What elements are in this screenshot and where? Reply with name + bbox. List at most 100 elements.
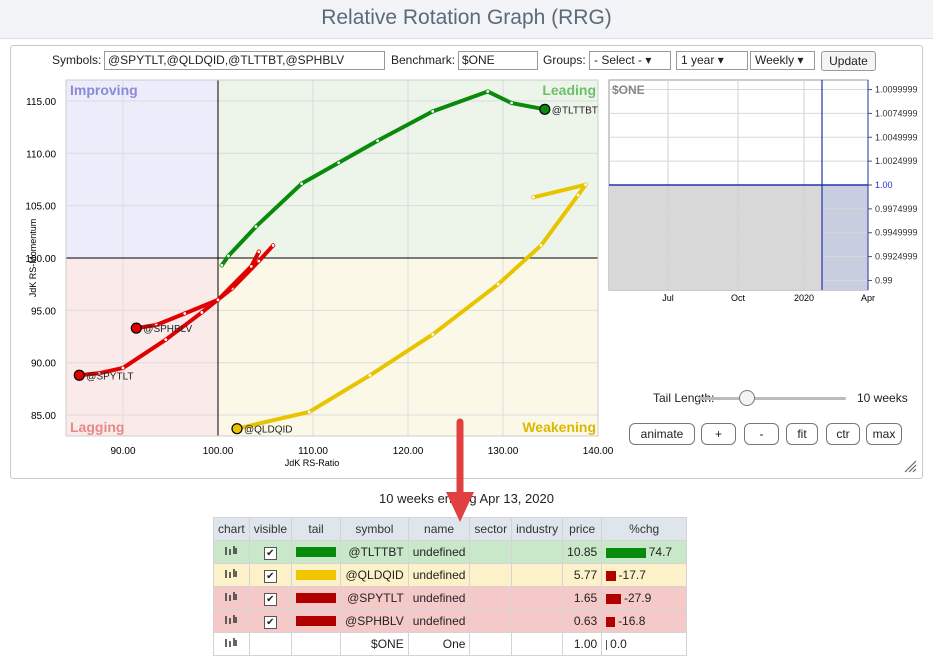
industry-cell xyxy=(512,633,563,656)
control-button[interactable]: + xyxy=(701,423,736,445)
tail-swatch[interactable] xyxy=(296,547,336,557)
tail-point xyxy=(183,312,187,316)
mini-x-label: Oct xyxy=(731,293,746,303)
tail-point xyxy=(249,265,253,269)
column-header[interactable]: chart xyxy=(214,518,250,541)
series-label: @TLTTBT xyxy=(552,105,598,116)
y-axis-title: JdK RS-Momentum xyxy=(28,219,38,298)
sector-cell xyxy=(470,587,512,610)
control-button[interactable]: animate xyxy=(629,423,695,445)
tail-point xyxy=(227,254,231,258)
tail-point xyxy=(220,264,224,268)
column-header[interactable]: symbol xyxy=(341,518,409,541)
tail-swatch[interactable] xyxy=(296,593,336,603)
tail-head[interactable] xyxy=(131,323,141,333)
control-button[interactable]: - xyxy=(744,423,779,445)
table-row: ✔@TLTTBTundefined10.8574.7 xyxy=(214,541,687,564)
mini-y-label: 0.9949999 xyxy=(875,228,918,238)
control-button[interactable]: fit xyxy=(786,423,818,445)
table-row: ✔@SPYTLTundefined1.65-27.9 xyxy=(214,587,687,610)
mini-y-label: 1.0049999 xyxy=(875,132,918,142)
x-tick-label: 100.00 xyxy=(203,446,234,457)
tail-cell xyxy=(292,564,341,587)
tail-point xyxy=(576,193,580,197)
chg-cell: -17.7 xyxy=(602,564,687,587)
visible-cell[interactable] xyxy=(249,633,291,656)
symbol-cell: @SPHBLV xyxy=(341,610,409,633)
chart-cell[interactable] xyxy=(214,633,250,656)
tail-point xyxy=(164,338,168,342)
tail-head[interactable] xyxy=(540,104,550,114)
column-header[interactable]: visible xyxy=(249,518,291,541)
mini-x-label: 2020 xyxy=(794,293,814,303)
quadrant-label: Weakening xyxy=(522,419,596,435)
industry-cell xyxy=(512,610,563,633)
checkbox[interactable]: ✔ xyxy=(264,616,277,629)
mini-y-label: 1.0099999 xyxy=(875,85,918,95)
rrg-chart: 90.00100.00110.00120.00130.00140.0085.00… xyxy=(0,0,933,480)
chg-cell: -16.8 xyxy=(602,610,687,633)
visible-cell[interactable]: ✔ xyxy=(249,541,291,564)
visible-cell[interactable]: ✔ xyxy=(249,610,291,633)
tail-cell xyxy=(292,633,341,656)
control-button[interactable]: max xyxy=(866,423,902,445)
chart-cell[interactable] xyxy=(214,610,250,633)
tail-head[interactable] xyxy=(74,370,84,380)
x-tick-label: 140.00 xyxy=(583,446,614,457)
mini-x-label: Apr xyxy=(861,293,875,303)
tail-slider-handle[interactable] xyxy=(739,390,755,406)
name-cell: undefined xyxy=(408,610,470,633)
y-tick-label: 85.00 xyxy=(31,411,56,422)
column-header[interactable]: %chg xyxy=(602,518,687,541)
resize-handle[interactable] xyxy=(903,459,917,473)
checkbox[interactable]: ✔ xyxy=(264,593,277,606)
column-header[interactable]: price xyxy=(563,518,602,541)
visible-cell[interactable]: ✔ xyxy=(249,564,291,587)
tail-point xyxy=(431,333,435,337)
mini-title: $ONE xyxy=(612,83,645,97)
mini-y-label: 0.9924999 xyxy=(875,252,918,262)
annotation-arrow xyxy=(440,418,480,528)
chg-bar xyxy=(606,571,615,581)
checkbox[interactable]: ✔ xyxy=(264,570,277,583)
tail-point xyxy=(539,244,543,248)
series-label: @SPYTLT xyxy=(86,371,133,382)
sector-cell xyxy=(470,564,512,587)
tail-swatch[interactable] xyxy=(296,570,336,580)
tail-point xyxy=(254,225,258,229)
tail-head[interactable] xyxy=(232,424,242,434)
chg-value: -16.8 xyxy=(618,614,645,628)
chg-bar xyxy=(606,548,646,558)
price-cell: 5.77 xyxy=(563,564,602,587)
chg-value: 0.0 xyxy=(610,637,627,651)
chart-cell[interactable] xyxy=(214,564,250,587)
y-tick-label: 105.00 xyxy=(25,202,56,213)
visible-cell[interactable]: ✔ xyxy=(249,587,291,610)
name-cell: One xyxy=(408,633,470,656)
industry-cell xyxy=(512,564,563,587)
symbol-cell: @TLTTBT xyxy=(341,541,409,564)
series-label: @SPHBLV xyxy=(143,324,192,335)
tail-slider[interactable] xyxy=(698,397,846,400)
column-header[interactable]: industry xyxy=(512,518,563,541)
table-row: $ONEOne1.000.0 xyxy=(214,633,687,656)
price-cell: 10.85 xyxy=(563,541,602,564)
column-header[interactable]: tail xyxy=(292,518,341,541)
control-button[interactable]: ctr xyxy=(826,423,860,445)
tail-point xyxy=(271,244,275,248)
checkbox[interactable]: ✔ xyxy=(264,547,277,560)
tail-point xyxy=(121,366,125,370)
tail-point xyxy=(532,195,536,199)
mini-y-label: 1.0024999 xyxy=(875,156,918,166)
tail-point xyxy=(257,250,261,254)
sector-cell xyxy=(470,610,512,633)
quadrant-lagging xyxy=(66,258,218,436)
tail-swatch[interactable] xyxy=(296,616,336,626)
tail-point xyxy=(368,373,372,377)
mini-y-label: 0.99 xyxy=(875,275,893,285)
industry-cell xyxy=(512,541,563,564)
chart-cell[interactable] xyxy=(214,587,250,610)
mini-y-label: 0.9974999 xyxy=(875,204,918,214)
tail-point xyxy=(300,182,304,186)
chart-cell[interactable] xyxy=(214,541,250,564)
